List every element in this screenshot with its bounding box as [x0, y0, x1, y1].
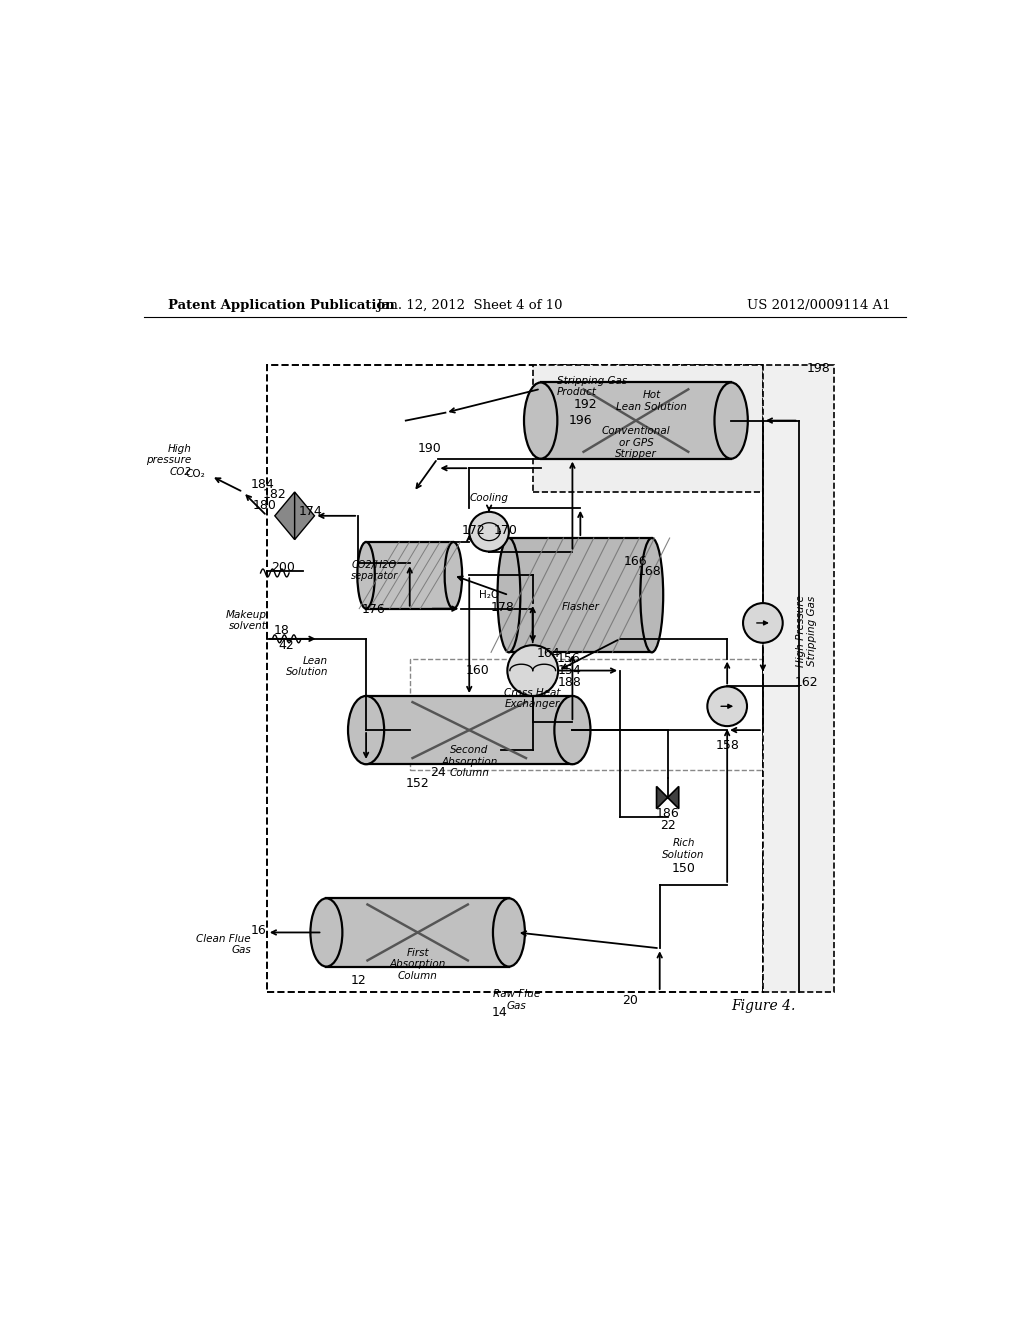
Text: 168: 168	[638, 565, 662, 578]
Text: 176: 176	[362, 603, 386, 616]
Text: 170: 170	[494, 524, 518, 537]
Text: 152: 152	[406, 776, 429, 789]
Ellipse shape	[310, 899, 342, 966]
Text: 156: 156	[557, 652, 581, 665]
Ellipse shape	[524, 383, 557, 458]
Text: Rich
Solution: Rich Solution	[663, 838, 705, 859]
Text: Stripping Gas
Product: Stripping Gas Product	[557, 376, 627, 397]
Bar	[327, 899, 509, 966]
Text: High
pressure
CO2: High pressure CO2	[146, 444, 191, 477]
Text: H₂O: H₂O	[479, 590, 499, 601]
Text: Jan. 12, 2012  Sheet 4 of 10: Jan. 12, 2012 Sheet 4 of 10	[376, 300, 562, 312]
Ellipse shape	[444, 543, 462, 609]
Polygon shape	[656, 787, 668, 809]
Text: 162: 162	[795, 676, 818, 689]
Text: High Pressure
Stripping Gas: High Pressure Stripping Gas	[796, 595, 817, 667]
Text: 198: 198	[807, 363, 830, 375]
Text: First
Absorption
Column: First Absorption Column	[389, 948, 445, 981]
Text: Second
Absorption
Column: Second Absorption Column	[441, 746, 498, 779]
Text: 188: 188	[558, 676, 582, 689]
Text: Hot
Lean Solution: Hot Lean Solution	[616, 389, 687, 412]
Bar	[367, 696, 572, 764]
Text: 22: 22	[659, 818, 676, 832]
Text: CO2/H2O
separator: CO2/H2O separator	[350, 560, 397, 581]
Ellipse shape	[715, 383, 748, 458]
Text: 12: 12	[350, 974, 366, 987]
Bar	[532, 366, 763, 492]
Text: 190: 190	[418, 442, 441, 455]
Text: US 2012/0009114 A1: US 2012/0009114 A1	[746, 300, 890, 312]
Ellipse shape	[357, 543, 375, 609]
Text: Clean Flue
Gas: Clean Flue Gas	[197, 933, 251, 956]
Bar	[410, 659, 767, 770]
Circle shape	[469, 512, 509, 552]
Text: Patent Application Publication: Patent Application Publication	[168, 300, 394, 312]
Text: 164: 164	[537, 647, 560, 660]
Text: 154: 154	[558, 664, 582, 677]
Bar	[763, 366, 835, 991]
Text: 200: 200	[271, 561, 296, 574]
Text: 160: 160	[465, 664, 489, 677]
Text: 184: 184	[251, 478, 274, 491]
Circle shape	[743, 603, 782, 643]
Text: Makeup
solvent: Makeup solvent	[226, 610, 267, 631]
Text: Cooling: Cooling	[470, 492, 509, 503]
Text: 158: 158	[715, 739, 739, 752]
Text: Figure 4.: Figure 4.	[731, 999, 796, 1014]
Text: 180: 180	[253, 499, 276, 512]
Text: 182: 182	[263, 488, 287, 500]
Ellipse shape	[348, 696, 384, 764]
Text: 166: 166	[624, 556, 648, 569]
Text: 174: 174	[299, 506, 323, 519]
Circle shape	[708, 686, 748, 726]
Text: 42: 42	[279, 639, 295, 652]
Text: 150: 150	[672, 862, 695, 875]
Text: Conventional
or GPS
Stripper: Conventional or GPS Stripper	[601, 426, 671, 459]
Bar	[267, 366, 763, 991]
Text: 172: 172	[462, 524, 485, 537]
Text: Raw Flue
Gas: Raw Flue Gas	[494, 989, 541, 1011]
Text: 16: 16	[251, 924, 267, 937]
Text: 14: 14	[492, 1006, 507, 1019]
Text: 24: 24	[430, 766, 445, 779]
Bar	[367, 543, 454, 609]
Polygon shape	[295, 492, 314, 540]
Text: CO₂: CO₂	[185, 469, 205, 479]
Ellipse shape	[498, 539, 520, 652]
Text: Lean
Solution: Lean Solution	[286, 656, 328, 677]
Bar	[541, 383, 731, 458]
Text: 20: 20	[623, 994, 638, 1007]
Polygon shape	[668, 787, 679, 809]
Text: Cross Heat
Exchanger: Cross Heat Exchanger	[505, 688, 561, 709]
Bar	[509, 539, 651, 652]
Polygon shape	[274, 492, 295, 540]
Circle shape	[507, 645, 558, 696]
Ellipse shape	[554, 696, 591, 764]
Text: 186: 186	[655, 807, 680, 820]
Ellipse shape	[640, 539, 664, 652]
Text: 196: 196	[568, 414, 592, 428]
Text: Flasher: Flasher	[561, 602, 599, 612]
Text: 178: 178	[490, 601, 514, 614]
Text: 192: 192	[573, 399, 597, 412]
Text: 18: 18	[273, 624, 289, 638]
Ellipse shape	[493, 899, 525, 966]
